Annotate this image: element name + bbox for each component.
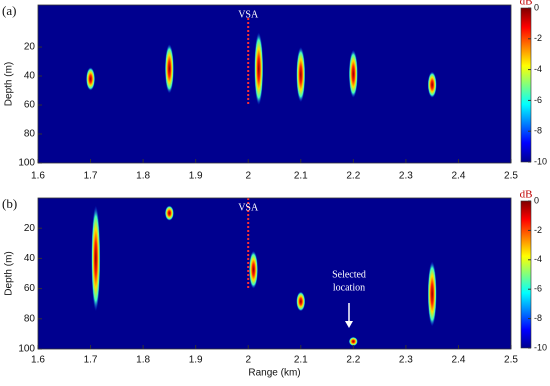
y-tick-label: 60: [24, 100, 36, 111]
x-tick-label: 1.8: [136, 171, 150, 182]
x-tick-label: 2.4: [451, 355, 465, 366]
y-tick-label: 40: [24, 253, 36, 264]
y-tick-label: 60: [24, 283, 36, 294]
y-tick-label: 100: [18, 158, 35, 169]
x-tick-label: 2.1: [294, 171, 308, 182]
intensity-peak: [296, 47, 306, 103]
intensity-peak: [348, 49, 358, 98]
x-axis-label: Range (km): [248, 368, 300, 379]
colorbar-label: dB: [520, 189, 533, 201]
x-tick-label: 2.4: [451, 171, 465, 182]
x-tick-label: 2.2: [346, 355, 360, 366]
vsa-label: VSA: [238, 9, 259, 20]
y-axis-label: Depth (m): [4, 62, 15, 106]
plot-frame: [37, 4, 512, 164]
y-tick-label: 40: [24, 71, 36, 82]
x-tick-label: 1.8: [136, 355, 150, 366]
colorbar-tick-label: -10: [534, 342, 547, 352]
selected-arrow: [345, 303, 353, 328]
intensity-peak: [86, 67, 96, 91]
intensity-peak: [427, 261, 437, 327]
colorbar-tick-label: -4: [534, 254, 542, 264]
x-tick-label: 2.2: [346, 171, 360, 182]
vsa-label: VSA: [238, 202, 259, 213]
x-tick-label: 2.1: [294, 355, 308, 366]
plot-background: [38, 5, 511, 163]
x-tick-label: 2: [245, 355, 251, 366]
colorbar-tick-label: -8: [534, 126, 542, 136]
colorbar-tick-label: -8: [534, 313, 542, 323]
y-tick-label: 20: [24, 223, 36, 234]
colorbar: [520, 200, 532, 349]
colorbar-tick-label: -2: [534, 33, 542, 43]
colorbar-tick-label: -4: [534, 64, 542, 74]
x-tick-label: 1.6: [31, 355, 45, 366]
x-tick-label: 1.6: [31, 171, 45, 182]
x-tick-label: 2.5: [504, 171, 518, 182]
plot-background: [38, 198, 511, 349]
x-tick-label: 1.9: [189, 171, 203, 182]
intensity-peak: [164, 44, 174, 94]
x-tick-label: 1.9: [189, 355, 203, 366]
x-tick-label: 2.3: [399, 355, 413, 366]
x-tick-label: 2: [245, 171, 251, 182]
y-axis-label: Depth (m): [4, 251, 15, 295]
colorbar: [520, 7, 532, 163]
colorbar-tick-label: 0: [534, 2, 539, 12]
plot-frame: [37, 197, 512, 350]
colorbar-tick-label: -2: [534, 225, 542, 235]
colorbar-tick-label: -10: [534, 156, 547, 166]
x-tick-label: 2.5: [504, 355, 518, 366]
colorbar-tick-label: 0: [534, 195, 539, 205]
intensity-peak: [296, 291, 306, 312]
intensity-peak: [427, 71, 437, 98]
selected-label: location: [333, 282, 365, 293]
y-tick-label: 80: [24, 313, 36, 324]
y-tick-label: 80: [24, 129, 36, 140]
intensity-peak: [248, 250, 258, 289]
colorbar-tick-label: -6: [534, 95, 542, 105]
selected-label: Selected: [332, 269, 366, 280]
intensity-peak: [164, 205, 174, 221]
intensity-peak: [91, 205, 101, 312]
x-tick-label: 2.3: [399, 171, 413, 182]
colorbar-tick-label: -6: [534, 284, 542, 294]
y-tick-label: 100: [18, 344, 35, 355]
y-tick-label: 20: [24, 42, 36, 53]
x-tick-label: 1.7: [84, 355, 98, 366]
x-tick-label: 1.7: [84, 171, 98, 182]
intensity-peak: [348, 336, 358, 346]
colorbar-label: dB: [520, 0, 533, 8]
panel-label: (b): [2, 196, 17, 211]
intensity-peak: [254, 32, 264, 106]
panel-label: (a): [2, 3, 16, 18]
